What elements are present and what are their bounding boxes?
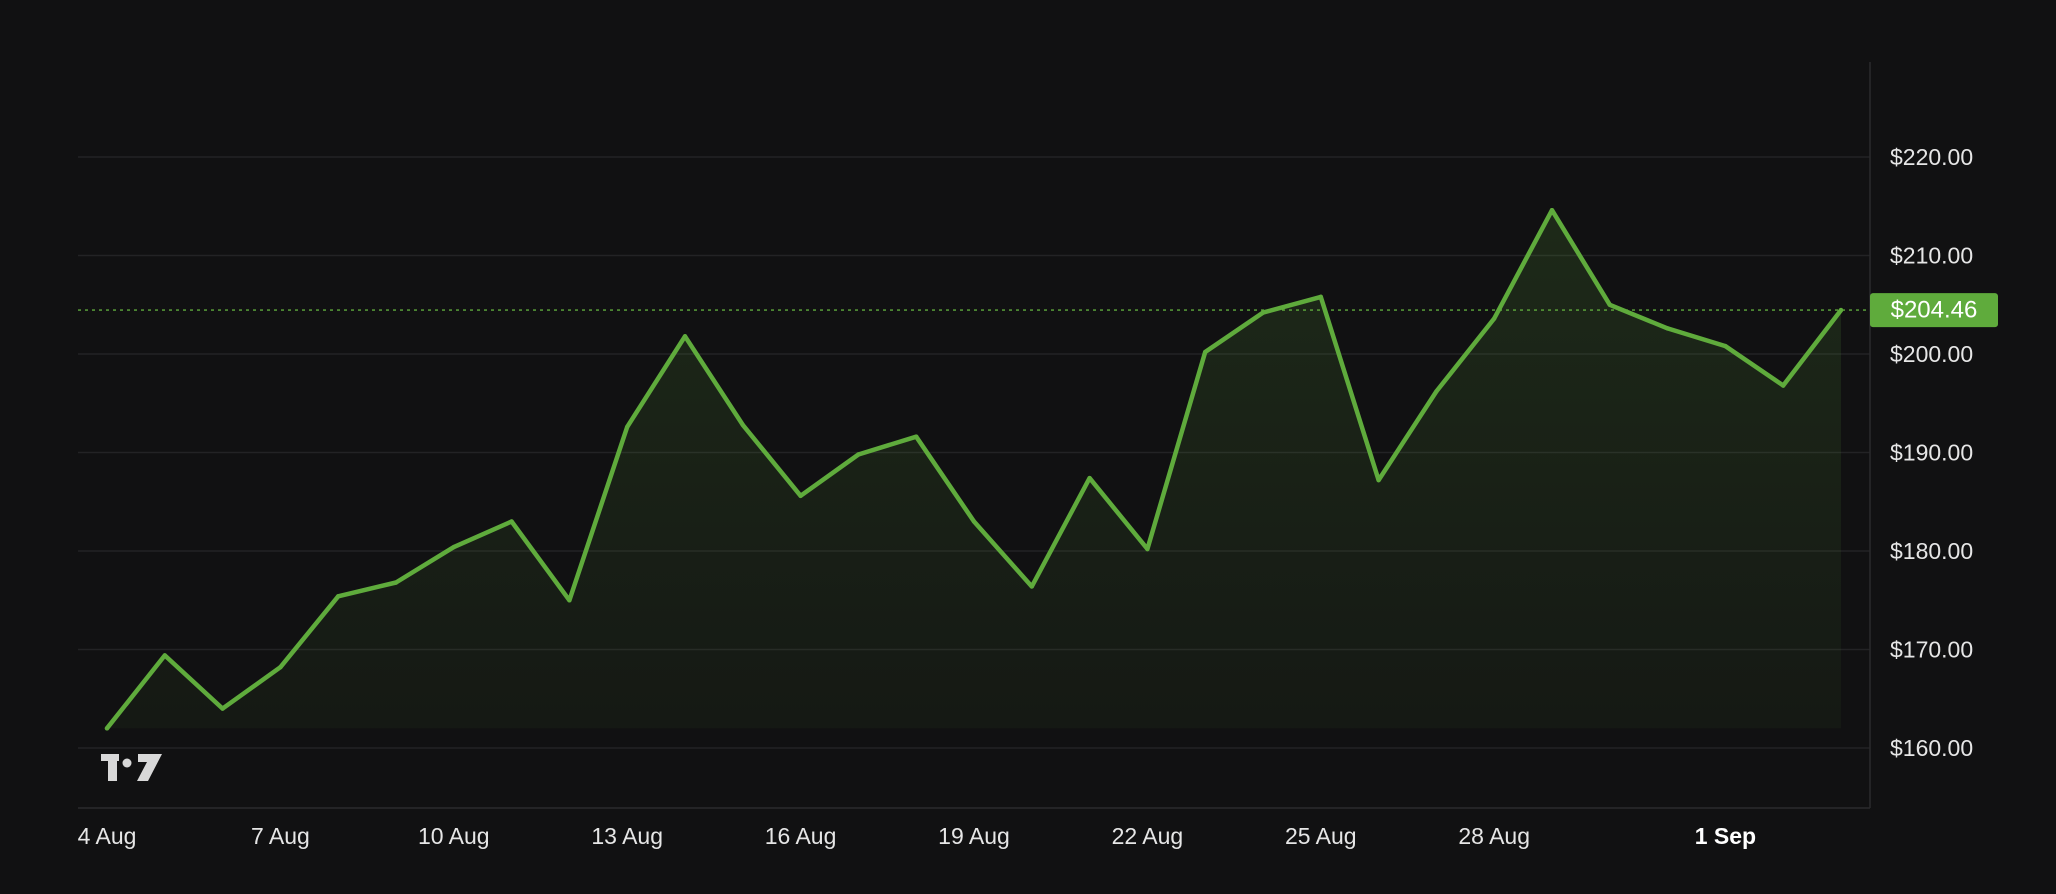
data-point <box>509 519 514 524</box>
series-points <box>104 207 1844 731</box>
y-tick-label: $190.00 <box>1890 440 1973 466</box>
x-tick-label: 1 Sep <box>1695 823 1756 849</box>
data-point <box>393 580 399 585</box>
data-point <box>1203 349 1208 355</box>
y-tick-label: $160.00 <box>1890 735 1973 761</box>
data-point <box>567 598 572 603</box>
x-tick-label: 25 Aug <box>1285 823 1357 849</box>
last-price-badge-bg <box>1870 293 1998 328</box>
data-point <box>1607 302 1613 307</box>
x-tick-label: 28 Aug <box>1458 823 1530 849</box>
x-tick-label: 13 Aug <box>591 823 663 849</box>
data-point <box>1549 207 1555 213</box>
data-point <box>1145 546 1150 552</box>
data-point <box>971 519 977 524</box>
y-tick-label: $200.00 <box>1890 341 1973 367</box>
data-point <box>1376 477 1381 483</box>
data-point <box>1838 307 1844 313</box>
x-tick-label: 7 Aug <box>251 823 310 849</box>
data-point <box>914 434 919 439</box>
tradingview-logo[interactable] <box>101 754 162 781</box>
data-point <box>856 452 861 457</box>
data-point <box>278 665 283 670</box>
y-tick-label: $170.00 <box>1890 637 1973 663</box>
price-axis: $160.00 $170.00 $180.00 $190.00 $200.00 $210.… <box>1890 144 1973 761</box>
x-tick-label: 16 Aug <box>765 823 837 849</box>
data-point <box>682 334 688 339</box>
data-point <box>336 594 341 599</box>
data-point <box>740 422 745 428</box>
data-point <box>1492 316 1497 321</box>
data-point <box>1260 310 1266 315</box>
data-point <box>1665 326 1670 331</box>
x-tick-label: 22 Aug <box>1112 823 1184 849</box>
x-tick-label: 4 Aug <box>78 823 137 849</box>
data-point <box>625 424 630 430</box>
y-tick-label: $180.00 <box>1890 538 1973 564</box>
x-tick-label: 10 Aug <box>418 823 490 849</box>
data-point <box>104 726 110 731</box>
x-tick-label: 19 Aug <box>938 823 1010 849</box>
data-point <box>1723 343 1728 349</box>
data-point <box>162 653 167 658</box>
series-area <box>107 210 1841 729</box>
last-price-label: $204.46 <box>1891 297 1978 324</box>
data-point <box>1318 294 1324 300</box>
data-point <box>451 544 456 550</box>
data-point <box>1434 389 1439 394</box>
y-tick-label: $220.00 <box>1890 144 1973 170</box>
data-point <box>220 706 225 711</box>
data-point <box>1029 584 1035 589</box>
y-tick-label: $210.00 <box>1890 243 1973 269</box>
data-point <box>1781 383 1786 388</box>
data-point <box>798 493 803 499</box>
last-price-badge: $204.46 <box>1870 293 1998 328</box>
time-axis[interactable]: 4 Aug 7 Aug 10 Aug 13 Aug 16 Aug 19 Aug 22 Aug… <box>78 823 1757 849</box>
data-point <box>1087 475 1092 481</box>
